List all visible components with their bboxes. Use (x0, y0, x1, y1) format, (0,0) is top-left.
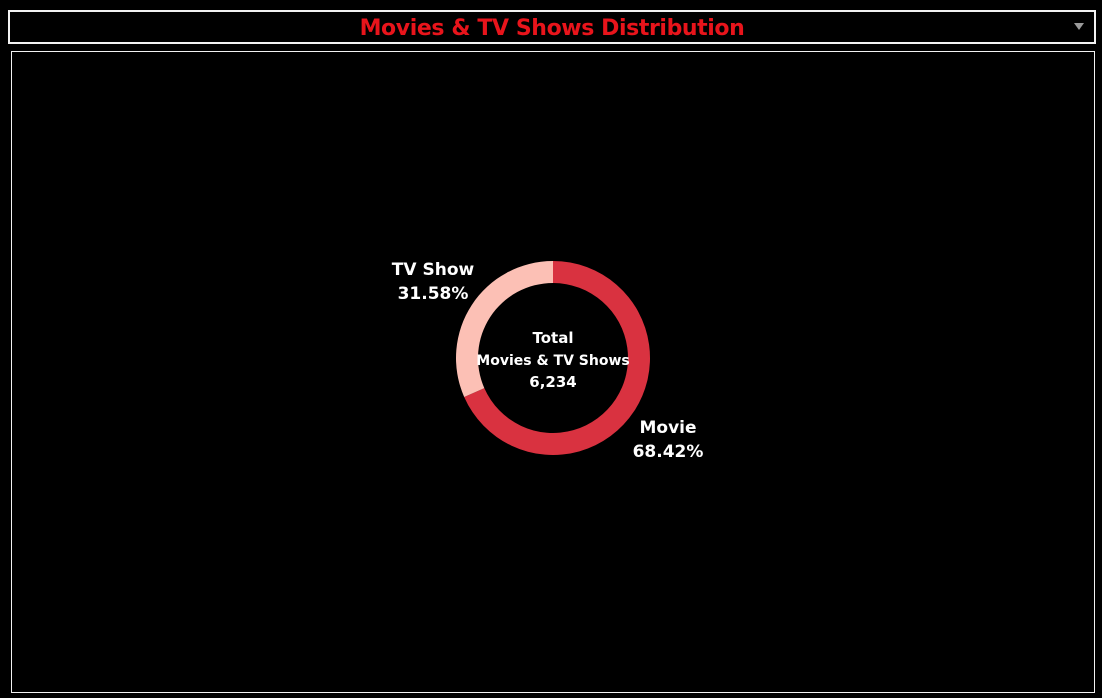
slice-percent-movie: 68.42% (633, 442, 704, 462)
chart-panel (11, 51, 1095, 693)
donut-slices (455, 261, 650, 455)
center-total-value: 6,234 (529, 373, 576, 391)
slice-name-tv-show: TV Show (392, 260, 475, 280)
caret-down-icon[interactable] (1074, 23, 1084, 30)
center-label-line2: Movies & TV Shows (476, 353, 629, 369)
slice-percent-tv-show: 31.58% (398, 284, 469, 304)
slice-name-movie: Movie (639, 418, 696, 438)
dashboard-title: Movies & TV Shows Distribution (359, 16, 745, 41)
center-label-line1: Total (533, 329, 574, 347)
dashboard-title-bar: Movies & TV Shows Distribution (8, 10, 1096, 44)
donut-slice-tv-show[interactable] (455, 261, 553, 397)
